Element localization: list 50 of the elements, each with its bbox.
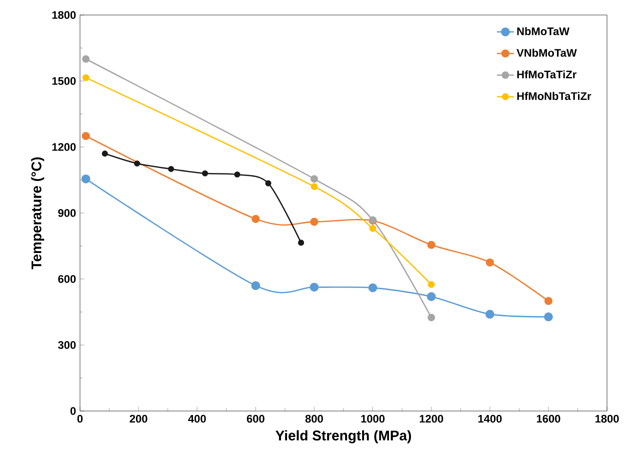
point bbox=[428, 314, 436, 322]
point bbox=[486, 258, 494, 267]
x-tick-label: 1200 bbox=[420, 414, 444, 423]
x-tick-label: 400 bbox=[188, 414, 206, 423]
y-tick-label: 0 bbox=[70, 407, 76, 415]
point bbox=[485, 310, 494, 319]
point bbox=[82, 132, 90, 140]
x-tick-label: 600 bbox=[246, 414, 264, 423]
x-tick-label: 200 bbox=[130, 414, 148, 423]
legend-label: VNbMoTaW bbox=[516, 48, 577, 57]
point bbox=[426, 292, 436, 302]
point bbox=[265, 180, 272, 186]
y-tick-label: 300 bbox=[58, 341, 76, 349]
point bbox=[252, 214, 260, 223]
point bbox=[202, 170, 208, 176]
point bbox=[82, 74, 90, 82]
point bbox=[251, 281, 260, 290]
point bbox=[102, 150, 108, 157]
legend-label: HfMoNbTaTiZr bbox=[517, 92, 592, 100]
x-tick-label: 1800 bbox=[595, 414, 619, 423]
y-tick-label: 1800 bbox=[52, 11, 76, 19]
x-tick-label: 800 bbox=[305, 414, 323, 423]
point bbox=[369, 224, 376, 232]
point bbox=[310, 218, 318, 226]
point bbox=[234, 171, 240, 178]
point bbox=[134, 160, 140, 167]
point bbox=[310, 183, 318, 190]
y-tick-label: 900 bbox=[58, 209, 76, 217]
y-tick-label: 1200 bbox=[52, 143, 76, 151]
point bbox=[310, 282, 319, 292]
point bbox=[368, 283, 378, 292]
x-tick-label: 1000 bbox=[361, 414, 385, 423]
point bbox=[544, 296, 552, 306]
point bbox=[82, 55, 90, 63]
y-axis-title: Temperature (°C) bbox=[31, 157, 44, 270]
x-tick-label: 1400 bbox=[478, 414, 502, 423]
point bbox=[298, 240, 304, 246]
point bbox=[81, 174, 90, 184]
point bbox=[428, 281, 435, 288]
point bbox=[544, 312, 553, 322]
point bbox=[427, 240, 436, 249]
x-tick-label: 0 bbox=[77, 414, 83, 423]
y-tick-label: 600 bbox=[58, 275, 76, 283]
x-tick-label: 1600 bbox=[536, 414, 560, 423]
point bbox=[310, 175, 318, 183]
legend-label: HfMoTaTiZr bbox=[517, 70, 576, 78]
legend-label: NbMoTaW bbox=[517, 27, 570, 36]
point bbox=[168, 166, 174, 172]
y-tick-label: 1500 bbox=[52, 77, 76, 85]
x-axis-title: Yield Strength (MPa) bbox=[276, 430, 411, 444]
